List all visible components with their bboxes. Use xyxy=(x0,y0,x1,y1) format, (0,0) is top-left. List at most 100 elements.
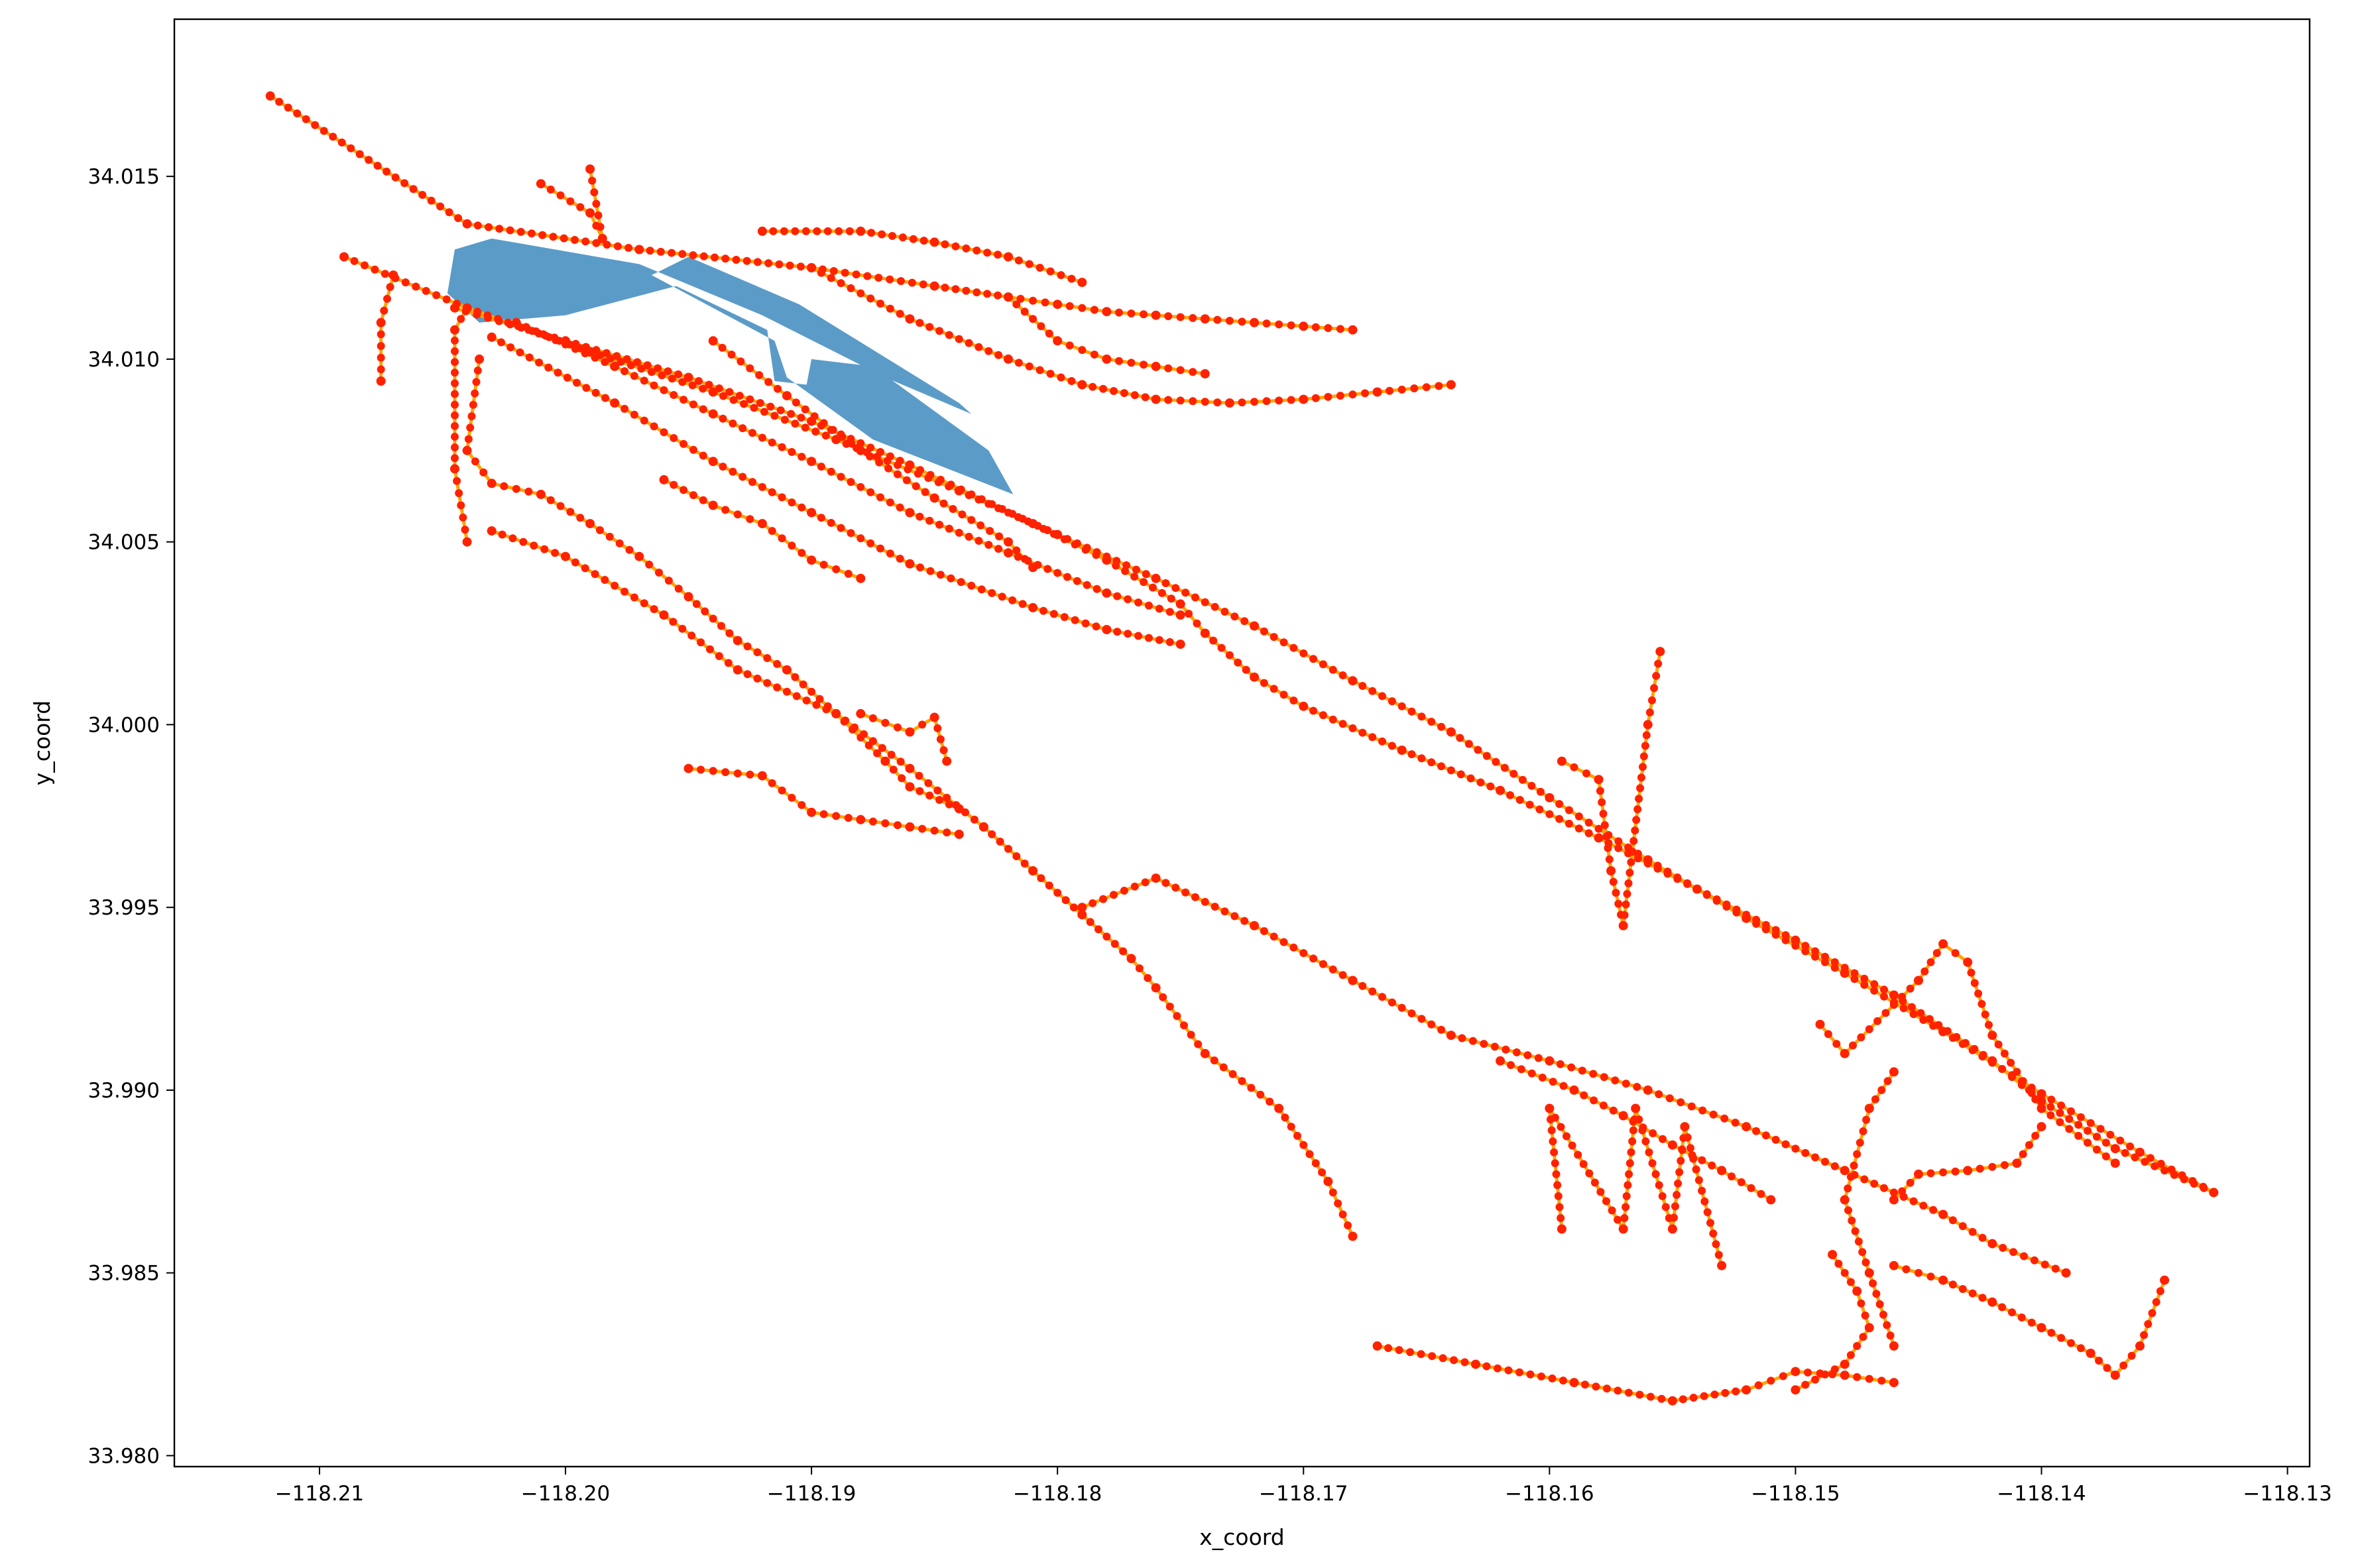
node-point xyxy=(2037,1122,2046,1132)
node-point xyxy=(880,756,890,766)
node-point xyxy=(659,610,669,620)
node-point xyxy=(1925,1015,1934,1023)
node-point xyxy=(876,448,884,456)
node-point xyxy=(1877,1086,1886,1094)
node-point xyxy=(674,370,683,378)
node-point xyxy=(1853,1372,1861,1381)
node-point xyxy=(1234,658,1242,667)
node-point xyxy=(1063,573,1071,581)
node-point xyxy=(1071,540,1079,549)
node-point xyxy=(709,767,717,775)
node-point xyxy=(1801,1148,1810,1157)
node-point xyxy=(1584,829,1593,838)
node-point xyxy=(610,361,620,371)
node-point xyxy=(856,445,866,455)
node-point xyxy=(1880,985,1888,994)
node-point xyxy=(1323,1176,1333,1186)
node-point xyxy=(1250,398,1259,406)
y-axis-label: y_coord xyxy=(29,700,55,786)
node-point xyxy=(1134,632,1143,640)
node-point xyxy=(1260,679,1268,687)
node-point xyxy=(1585,1169,1594,1178)
node-point xyxy=(868,737,877,746)
node-point xyxy=(450,303,459,313)
node-point xyxy=(933,786,942,795)
node-point xyxy=(1645,1148,1653,1156)
node-point xyxy=(2152,1298,2160,1306)
node-point xyxy=(994,545,1003,553)
node-point xyxy=(615,539,624,547)
node-point xyxy=(753,674,762,683)
node-point xyxy=(471,457,479,466)
node-point xyxy=(1710,1390,1719,1399)
node-point xyxy=(581,564,589,573)
node-point xyxy=(1102,932,1111,941)
node-point xyxy=(851,723,858,732)
node-point xyxy=(1870,986,1879,995)
node-point xyxy=(695,377,703,385)
node-point xyxy=(640,599,648,608)
node-point xyxy=(1698,1156,1706,1164)
node-point xyxy=(1675,1168,1684,1176)
node-point xyxy=(1550,1148,1559,1156)
node-point xyxy=(1527,1069,1536,1078)
y-tick-label: 34.000 xyxy=(88,713,160,737)
node-point xyxy=(835,227,843,235)
node-point xyxy=(1165,608,1174,616)
node-point xyxy=(591,388,600,397)
node-point xyxy=(787,410,796,418)
node-point xyxy=(856,226,866,236)
node-point xyxy=(758,482,766,491)
node-point xyxy=(929,237,939,247)
node-point xyxy=(1102,625,1112,634)
node-point xyxy=(746,395,754,404)
node-point xyxy=(1012,546,1021,555)
node-point xyxy=(1673,875,1682,883)
node-point xyxy=(746,364,754,372)
node-point xyxy=(451,421,459,430)
node-point xyxy=(1987,1239,1997,1249)
node-point xyxy=(592,239,601,247)
node-point xyxy=(2110,1371,2120,1380)
node-point xyxy=(1173,1012,1181,1021)
node-point xyxy=(1850,969,1859,978)
node-point xyxy=(1663,869,1672,878)
node-point xyxy=(884,464,893,473)
node-point xyxy=(506,226,514,235)
node-point xyxy=(1417,1350,1425,1359)
node-point xyxy=(1437,722,1446,731)
node-point xyxy=(856,708,866,718)
node-point xyxy=(451,358,459,366)
node-point xyxy=(1089,899,1097,907)
node-point xyxy=(1120,887,1128,895)
node-point xyxy=(1368,733,1377,742)
node-point xyxy=(1069,903,1078,912)
node-point xyxy=(788,793,796,802)
node-point xyxy=(838,433,847,441)
node-point xyxy=(1606,866,1616,875)
node-point xyxy=(1578,1066,1586,1075)
node-point xyxy=(2065,1115,2074,1123)
node-point xyxy=(1548,1374,1557,1382)
node-point xyxy=(1275,320,1283,329)
node-point xyxy=(807,555,817,565)
node-point xyxy=(1967,968,1976,977)
node-point xyxy=(897,277,905,286)
node-point xyxy=(1683,1133,1692,1142)
node-point xyxy=(337,139,346,146)
node-point xyxy=(678,378,687,386)
node-point xyxy=(1889,1188,1898,1197)
node-point xyxy=(495,317,503,325)
node-point xyxy=(1299,649,1308,657)
node-point xyxy=(1164,364,1173,372)
node-point xyxy=(778,786,786,795)
node-point xyxy=(908,278,916,287)
node-point xyxy=(797,549,806,557)
node-point xyxy=(1492,757,1500,766)
node-point xyxy=(764,378,773,386)
node-point xyxy=(1700,1392,1708,1400)
node-point xyxy=(936,475,945,484)
node-point xyxy=(1008,596,1017,604)
node-point xyxy=(679,486,688,494)
node-point xyxy=(451,433,459,441)
